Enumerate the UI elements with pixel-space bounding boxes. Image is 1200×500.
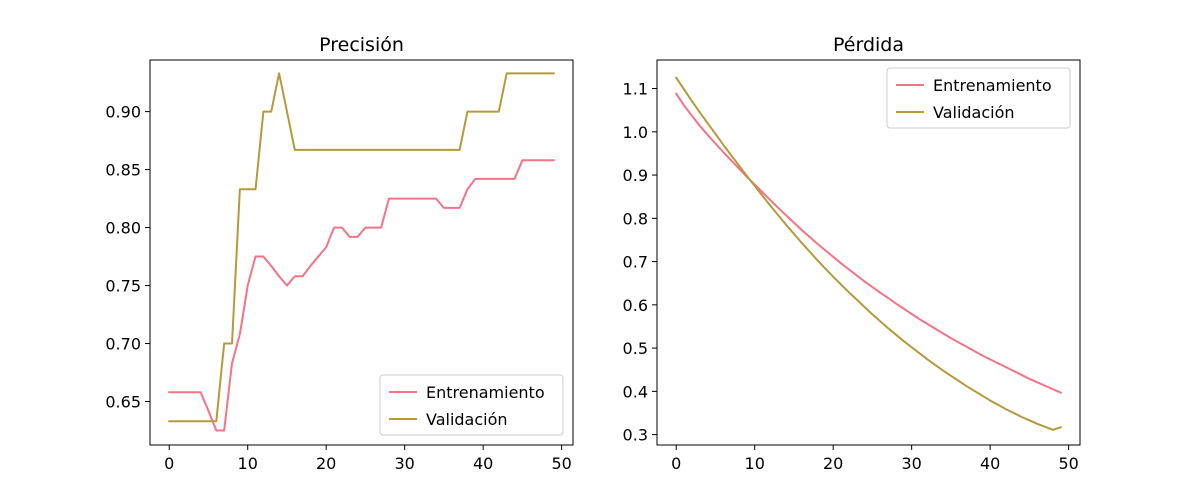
- y-tick-label: 0.75: [105, 277, 141, 296]
- y-tick-label: 1.0: [623, 123, 648, 142]
- y-tick-label: 0.80: [105, 219, 141, 238]
- chart-panel-1: Precisión 0 10 20 30 40 50 0.65 0.70 0.75 0.80 0.85…: [105, 34, 574, 473]
- legend: Entrenamiento Validación: [886, 67, 1071, 129]
- series-line-validacion: [674, 76, 1063, 431]
- legend-label: Validación: [426, 410, 508, 429]
- series-line-validacion: [168, 72, 555, 423]
- y-tick-label: 1.1: [623, 80, 648, 99]
- x-tick-label: 10: [238, 454, 258, 473]
- x-tick-label: 40: [473, 454, 493, 473]
- series-line-entrenamiento: [168, 159, 555, 432]
- x-tick-label: 50: [551, 454, 571, 473]
- y-tick-label: 0.7: [623, 253, 648, 272]
- series-line-entrenamiento: [674, 92, 1063, 394]
- y-tick-label: 0.9: [623, 166, 648, 185]
- y-tick-label: 0.8: [623, 209, 648, 228]
- x-tick-label: 0: [671, 454, 681, 473]
- x-tick-label: 30: [901, 454, 921, 473]
- y-tick-label: 0.70: [105, 335, 141, 354]
- x-tick-label: 20: [316, 454, 336, 473]
- y-tick-label: 0.5: [623, 339, 648, 358]
- x-tick-label: 20: [823, 454, 843, 473]
- x-tick-label: 30: [394, 454, 414, 473]
- x-tick-label: 0: [164, 454, 174, 473]
- chart-title: Pérdida: [833, 34, 904, 56]
- y-tick-label: 0.3: [623, 426, 648, 445]
- x-tick-label: 40: [980, 454, 1000, 473]
- y-tick-label: 0.4: [623, 382, 648, 401]
- legend-box: [379, 374, 564, 436]
- chart-panel-2: Pérdida 0 10 20 30 40 50 0.3 0.4 0.5 0.6 0.7 0.8 0.9 1…: [623, 34, 1081, 473]
- axes-frame: [149, 59, 574, 446]
- legend-label: Validación: [933, 103, 1015, 122]
- legend-label: Entrenamiento: [933, 76, 1052, 95]
- axes-frame: [656, 59, 1081, 446]
- x-tick-label: 10: [745, 454, 765, 473]
- x-tick-label: 50: [1058, 454, 1078, 473]
- legend: Entrenamiento Validación: [379, 374, 564, 436]
- y-tick-label: 0.85: [105, 161, 141, 180]
- y-tick-label: 0.65: [105, 393, 141, 412]
- chart-title: Precisión: [319, 34, 404, 56]
- legend-box: [886, 67, 1071, 129]
- legend-label: Entrenamiento: [426, 383, 545, 402]
- y-tick-label: 0.90: [105, 103, 141, 122]
- y-tick-label: 0.6: [623, 296, 648, 315]
